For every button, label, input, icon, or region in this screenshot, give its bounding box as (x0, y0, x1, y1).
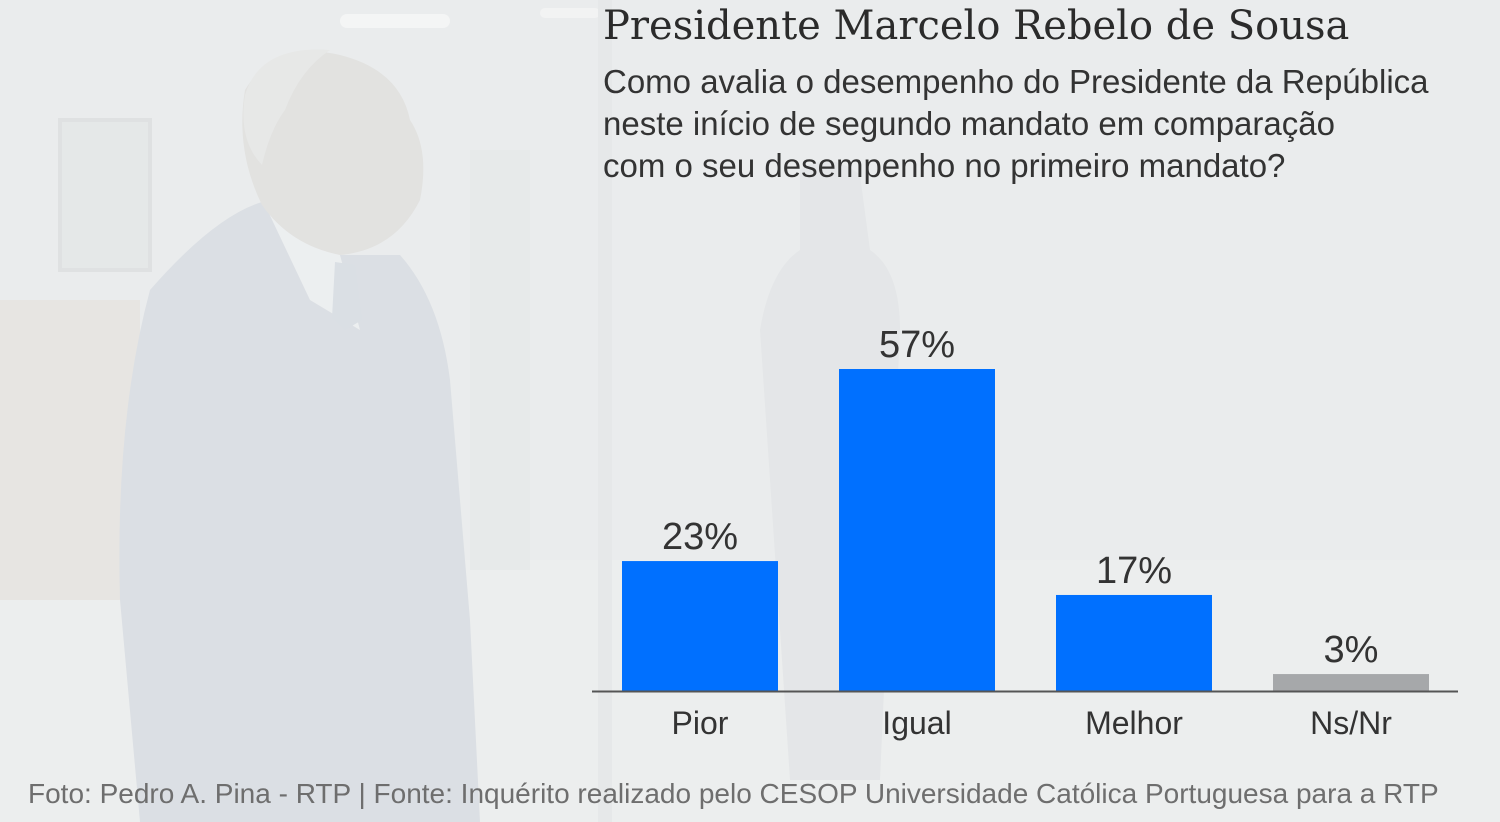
data-label: 3% (1324, 629, 1379, 671)
chart-title: Presidente Marcelo Rebelo de Sousa (603, 3, 1350, 49)
chart-subtitle: Como avalia o desempenho do Presidente d… (603, 63, 1429, 184)
wall-panel (0, 300, 140, 600)
doorway (470, 150, 530, 570)
person-tie (332, 262, 362, 330)
source-credit: Foto: Pedro A. Pina - RTP | Fonte: Inqué… (28, 778, 1439, 809)
ceiling-light (540, 8, 600, 18)
person-figure (119, 49, 480, 822)
window-frame (58, 118, 152, 272)
bar-igual (839, 369, 995, 691)
bar-melhor (1056, 594, 1212, 691)
person-jacket (119, 200, 480, 822)
person-hair (243, 49, 330, 165)
data-label: 17% (1096, 550, 1172, 592)
bar-pior (622, 561, 778, 691)
category-label: Melhor (1085, 705, 1183, 741)
category-label: Ns/Nr (1310, 705, 1392, 741)
ceiling-light (340, 14, 450, 28)
data-label: 57% (879, 324, 955, 366)
glass-partition (598, 0, 612, 822)
category-label: Igual (882, 705, 951, 741)
data-label: 23% (662, 516, 738, 558)
bar-ns-nr (1273, 674, 1429, 691)
category-label: Pior (672, 705, 729, 741)
